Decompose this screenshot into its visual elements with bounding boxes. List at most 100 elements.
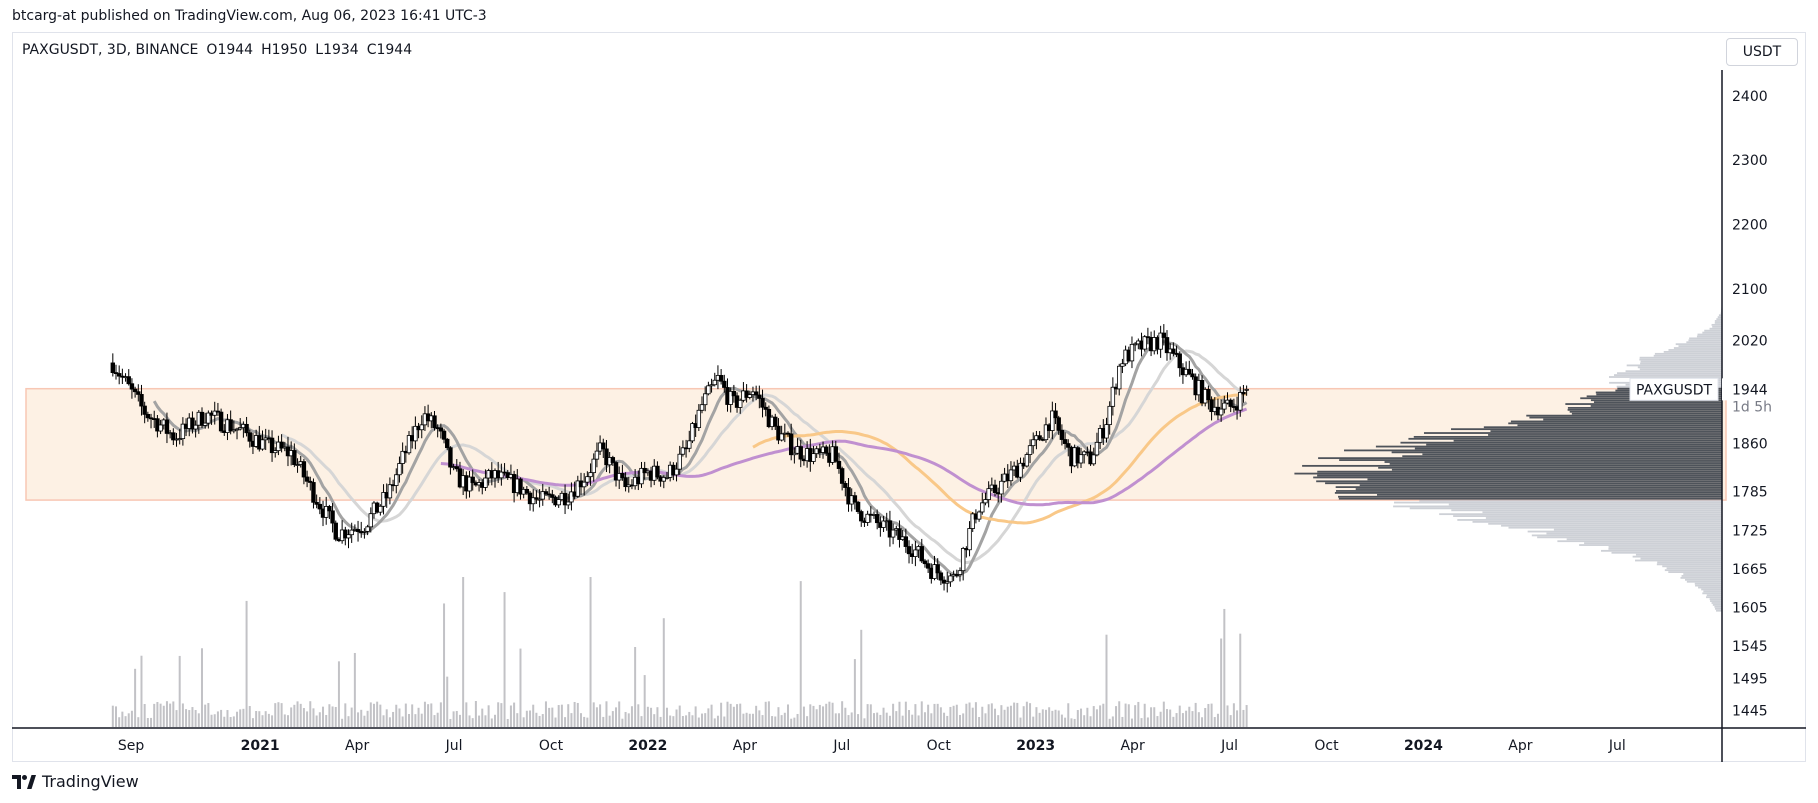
volume-bar xyxy=(1060,714,1063,727)
volume-bar xyxy=(694,706,697,727)
volume-bar xyxy=(822,706,825,727)
profile-row xyxy=(1423,432,1722,434)
volume-bar xyxy=(723,716,726,727)
profile-row xyxy=(1579,544,1722,546)
volume-bar xyxy=(892,703,895,727)
candle-body xyxy=(738,399,743,408)
candle-body xyxy=(177,438,182,441)
volume-bar xyxy=(583,716,586,727)
profile-row xyxy=(1640,360,1722,363)
volume-bar xyxy=(548,707,551,727)
profile-row xyxy=(1714,605,1722,608)
candle-body xyxy=(642,467,647,474)
profile-row xyxy=(1608,376,1722,378)
volume-bar xyxy=(274,703,277,727)
volume-bar xyxy=(1213,717,1216,727)
volume-bar xyxy=(1245,705,1248,727)
profile-row xyxy=(1422,453,1722,456)
volume-bar xyxy=(640,716,643,727)
profile-row xyxy=(1673,347,1722,349)
candle-body xyxy=(604,448,609,466)
volume-bar xyxy=(385,709,388,727)
volume-bar xyxy=(239,709,242,727)
profile-row xyxy=(1662,565,1722,568)
volume-bar xyxy=(1006,706,1009,727)
volume-bar xyxy=(589,577,592,727)
volume-bar xyxy=(1102,703,1105,727)
candle-body xyxy=(1142,336,1147,350)
candle-body xyxy=(1190,373,1195,378)
profile-row xyxy=(1419,499,1722,502)
time-tick-label: 2021 xyxy=(241,738,280,754)
price-axis: 2400 2300 2200 2100 2020 1860 1785 1725 1665 1605… xyxy=(1732,89,1768,720)
profile-row xyxy=(1653,354,1722,357)
volume-bar xyxy=(497,702,500,727)
candle-body xyxy=(438,427,444,432)
volume-bar xyxy=(490,718,493,727)
candle-body xyxy=(145,413,151,419)
profile-row xyxy=(1712,325,1722,328)
profile-row xyxy=(1632,555,1722,558)
time-tick-label: Apr xyxy=(345,738,369,754)
candle-body xyxy=(445,438,450,449)
profile-row xyxy=(1668,571,1722,573)
profile-row xyxy=(1635,559,1722,562)
candle-body xyxy=(139,394,144,407)
candle-body xyxy=(906,546,912,555)
candle-body xyxy=(1129,343,1135,362)
profile-row xyxy=(1318,457,1722,460)
profile-row xyxy=(1393,505,1722,508)
candle-body xyxy=(760,398,765,408)
currency-button[interactable]: USDT xyxy=(1726,38,1798,66)
volume-bar xyxy=(395,704,398,727)
candle-body xyxy=(706,385,711,395)
volume-bar xyxy=(226,710,229,727)
profile-row xyxy=(1359,484,1722,487)
volume-bar xyxy=(1143,703,1146,727)
volume-bar xyxy=(624,711,627,727)
volume-bar xyxy=(602,716,605,727)
candle-body xyxy=(537,498,542,501)
footer-brand[interactable]: TradingView xyxy=(12,772,139,791)
volume-bar xyxy=(627,713,630,727)
volume-bar xyxy=(312,708,315,727)
volume-bar xyxy=(802,706,805,727)
volume-bar xyxy=(1000,705,1003,727)
volume-bar xyxy=(936,703,939,727)
volume-bar xyxy=(366,710,369,727)
candle-body xyxy=(763,406,768,410)
volume-bar xyxy=(599,704,602,727)
volume-bar xyxy=(506,718,509,727)
profile-row xyxy=(1702,592,1722,595)
volume-bar xyxy=(1229,715,1232,727)
volume-bar xyxy=(812,705,815,727)
volume-bar xyxy=(554,717,557,727)
candle-body xyxy=(776,425,781,441)
volume-bar xyxy=(1057,710,1060,727)
moving-average-purple xyxy=(440,407,1248,507)
volume-bar xyxy=(1153,707,1156,727)
candle-body xyxy=(279,441,284,449)
profile-row xyxy=(1709,598,1722,601)
volume-bar xyxy=(436,712,439,727)
candle-body xyxy=(1164,337,1170,354)
volume-bar xyxy=(930,713,933,727)
candle-body xyxy=(247,432,252,442)
candle-body xyxy=(142,405,147,415)
volume-bar xyxy=(299,703,302,727)
volume-bar xyxy=(1035,707,1038,727)
volume-bar xyxy=(1166,709,1169,727)
price-tag-box xyxy=(1629,377,1719,401)
volume-bar xyxy=(357,712,360,727)
candle-body xyxy=(215,410,221,413)
volume-bar xyxy=(984,713,987,727)
profile-row xyxy=(1701,588,1722,591)
volume-bar xyxy=(825,703,828,727)
profile-row xyxy=(1490,430,1722,432)
volume-bar xyxy=(541,714,544,727)
profile-row xyxy=(1488,522,1722,525)
candle-body xyxy=(543,491,549,495)
price-tick-label: 2300 xyxy=(1732,153,1768,169)
candle-body xyxy=(569,491,574,503)
